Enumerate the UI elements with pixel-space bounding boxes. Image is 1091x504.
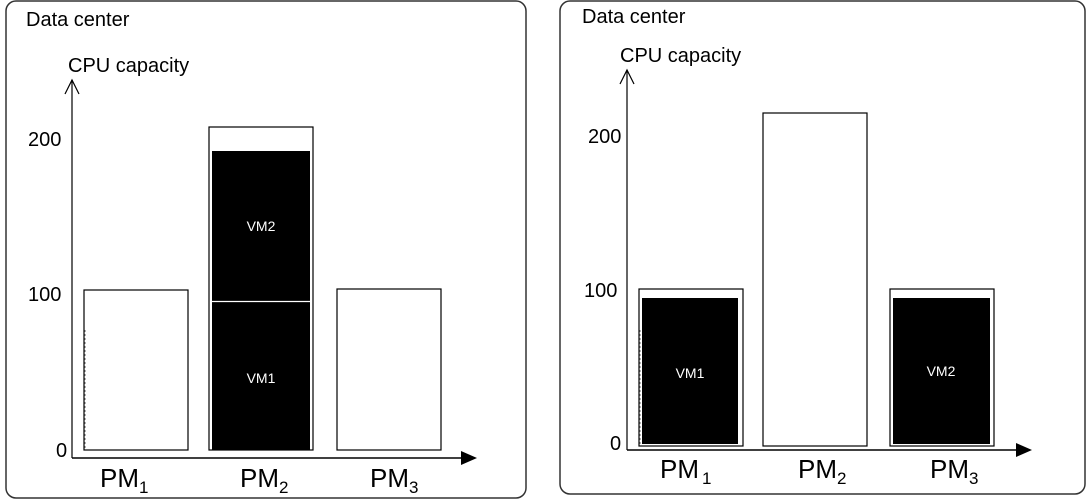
pm-label-sub: 1: [702, 469, 711, 488]
x-axis-arrow: [461, 451, 477, 465]
y-axis-title: CPU capacity: [68, 55, 189, 77]
pm-label-text: PM: [100, 463, 139, 493]
panel-frame: [559, 0, 1086, 495]
pm-label-text: PM: [798, 454, 837, 484]
pm-label: PM1: [100, 463, 148, 497]
pm-label-text: PM: [370, 463, 409, 493]
pm2-capacity-box: [762, 112, 868, 447]
pm-label: PM3: [370, 463, 418, 497]
vm-label: VM2: [927, 363, 956, 379]
y-tick-label: 200: [28, 129, 61, 151]
x-axis-arrow: [1016, 443, 1032, 457]
pm-label-sub: 2: [837, 469, 846, 488]
panel-frame: [5, 0, 527, 499]
panel-title: Data center: [26, 9, 130, 31]
y-tick-label: 0: [56, 440, 67, 462]
pm-label: PM2: [240, 463, 288, 497]
y-axis-arrow: [64, 78, 80, 95]
pm-label: PM2: [798, 454, 846, 488]
vm-label: VM1: [676, 365, 705, 381]
y-axis-title: CPU capacity: [620, 45, 741, 67]
vm1-block: [212, 302, 310, 450]
y-tick-label: 0: [610, 433, 621, 455]
panel-left: Data center CPU capacity 200 100 0 VM2 V…: [5, 0, 527, 499]
pm-label-sub: 3: [969, 469, 978, 488]
pm1-capacity-box: [83, 289, 189, 451]
y-tick-label: 200: [588, 126, 621, 148]
vm1-block: [642, 298, 738, 444]
y-tick-label: 100: [28, 284, 61, 306]
pm-label: PM3: [930, 454, 978, 488]
vm-label: VM1: [247, 370, 276, 386]
pm-label-text: PM: [240, 463, 279, 493]
vm2-block: [212, 151, 310, 301]
pm3-capacity-box: [336, 288, 442, 451]
panel-right: Data center CPU capacity 200 100 0 VM1 V…: [559, 0, 1086, 495]
pm-label-sub: 1: [139, 478, 148, 497]
pm-label-sub: 2: [279, 478, 288, 497]
pm-label-text: PM: [930, 454, 969, 484]
y-axis-arrow: [619, 68, 635, 85]
vm2-block: [893, 298, 990, 444]
panel-title: Data center: [582, 6, 686, 28]
y-tick-label: 100: [584, 280, 617, 302]
pm-label-text: PM: [660, 454, 699, 484]
pm-label-sub: 3: [409, 478, 418, 497]
vm-label: VM2: [247, 218, 276, 234]
